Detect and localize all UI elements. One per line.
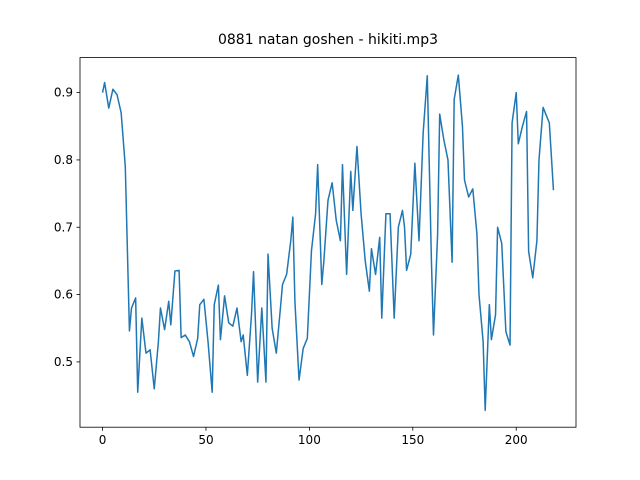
y-tick-label: 0.7 (54, 220, 73, 234)
chart-title: 0881 natan goshen - hikiti.mp3 (218, 32, 438, 48)
data-line (101, 74, 555, 412)
x-tick-label: 100 (298, 433, 321, 447)
x-tick-label: 200 (505, 433, 528, 447)
y-tick-label: 0.8 (54, 153, 73, 167)
x-tick-label: 0 (99, 433, 107, 447)
axes-frame (79, 57, 577, 428)
y-tick-label: 0.6 (54, 288, 73, 302)
x-tick-label: 50 (198, 433, 213, 447)
y-tick-label: 0.9 (54, 86, 73, 100)
x-tick-label: 150 (401, 433, 424, 447)
y-tick-label: 0.5 (54, 355, 73, 369)
